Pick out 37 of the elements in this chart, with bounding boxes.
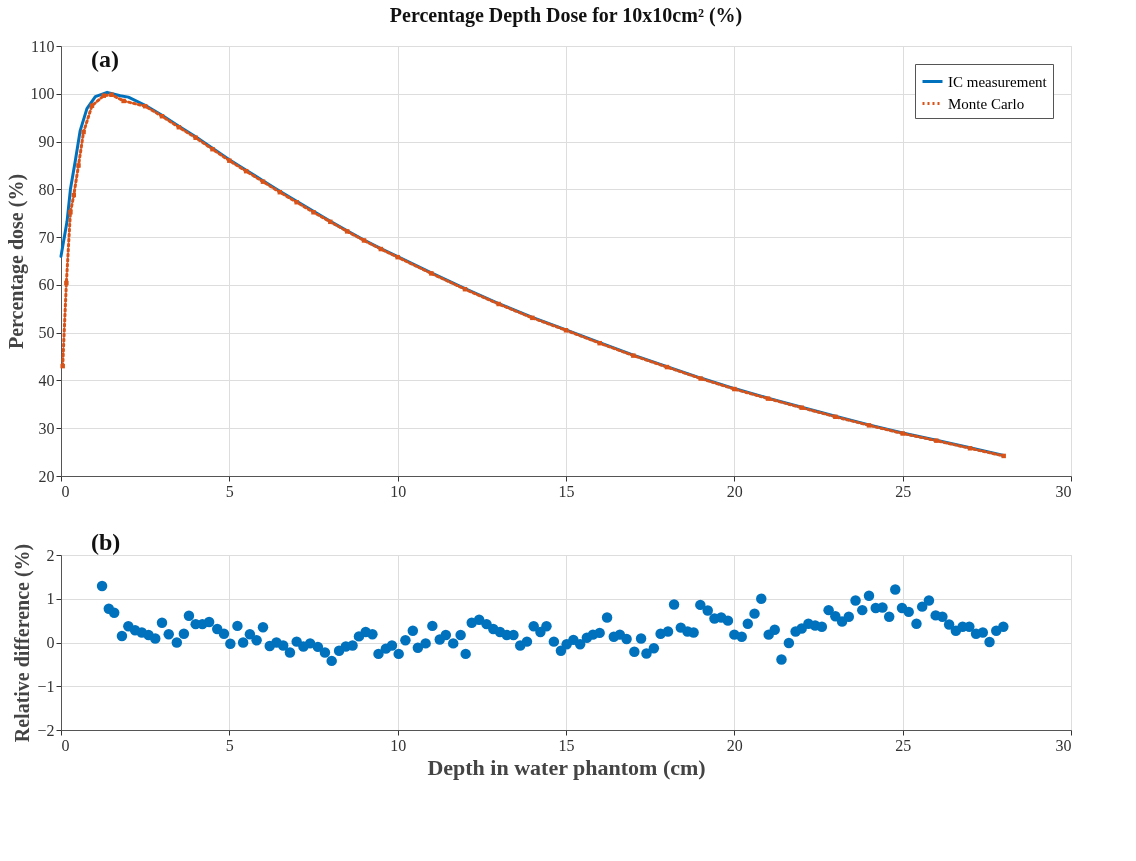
x-tick-label: 15 [558,482,575,500]
x-tick-label: 0 [61,736,70,754]
y-tick-label: 60 [38,276,55,294]
y-tick-label: 40 [38,371,55,389]
x-tick-label: 30 [1055,736,1072,754]
x-tick-label: 5 [225,736,234,754]
x-tick-label: 5 [225,482,234,500]
text: (b) [91,529,121,555]
y-tick-label: 0 [46,634,55,651]
y-tick-label: −1 [37,677,55,695]
y-tick-label: 110 [31,37,55,55]
x-tick-label: 25 [895,482,912,500]
x-tick-label: 30 [1055,482,1072,500]
chart-title: Percentage Depth Dose for 10x10cm² (%) [389,4,743,27]
y-tick-label: 2 [46,546,55,564]
y-tick-label: 100 [30,85,55,103]
x-axis-title: Depth in water phantom (cm) [427,754,706,780]
y-tick-label: 20 [38,467,55,485]
y-tick-label: 90 [38,133,55,151]
legend-label: IC measurement [948,73,1048,90]
x-tick-label: 15 [558,736,575,754]
legend-label: Monte Carlo [948,95,1025,112]
annotation: (a) [91,46,119,72]
y-tick-label: 80 [38,180,55,198]
y-tick-label: 50 [38,324,55,342]
y-tick-label: 70 [38,228,55,246]
y-tick-label: 1 [46,590,55,608]
y-tick-label: 30 [38,419,55,437]
x-tick-label: 0 [61,482,70,500]
x-tick-label: 20 [726,736,743,754]
y-axis-title: Percentage dose (%) [4,173,28,350]
x-tick-label: 25 [895,736,912,754]
x-tick-label: 20 [726,482,743,500]
y-axis-title: Relative difference (%) [11,543,35,743]
y-tick-label: −2 [37,721,55,739]
x-tick-label: 10 [390,482,407,500]
x-tick-label: 10 [390,736,407,754]
